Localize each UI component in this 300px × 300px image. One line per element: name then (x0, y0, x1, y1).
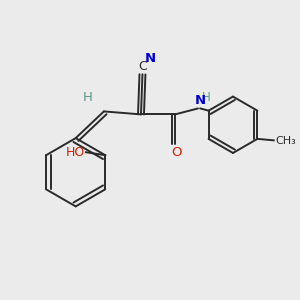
Text: N: N (144, 52, 155, 65)
Text: H: H (202, 91, 211, 104)
Text: HO: HO (66, 146, 85, 159)
Text: H: H (82, 91, 92, 104)
Text: O: O (171, 146, 182, 159)
Text: CH₃: CH₃ (275, 136, 296, 146)
Text: N: N (195, 94, 206, 107)
Text: C: C (138, 60, 147, 73)
